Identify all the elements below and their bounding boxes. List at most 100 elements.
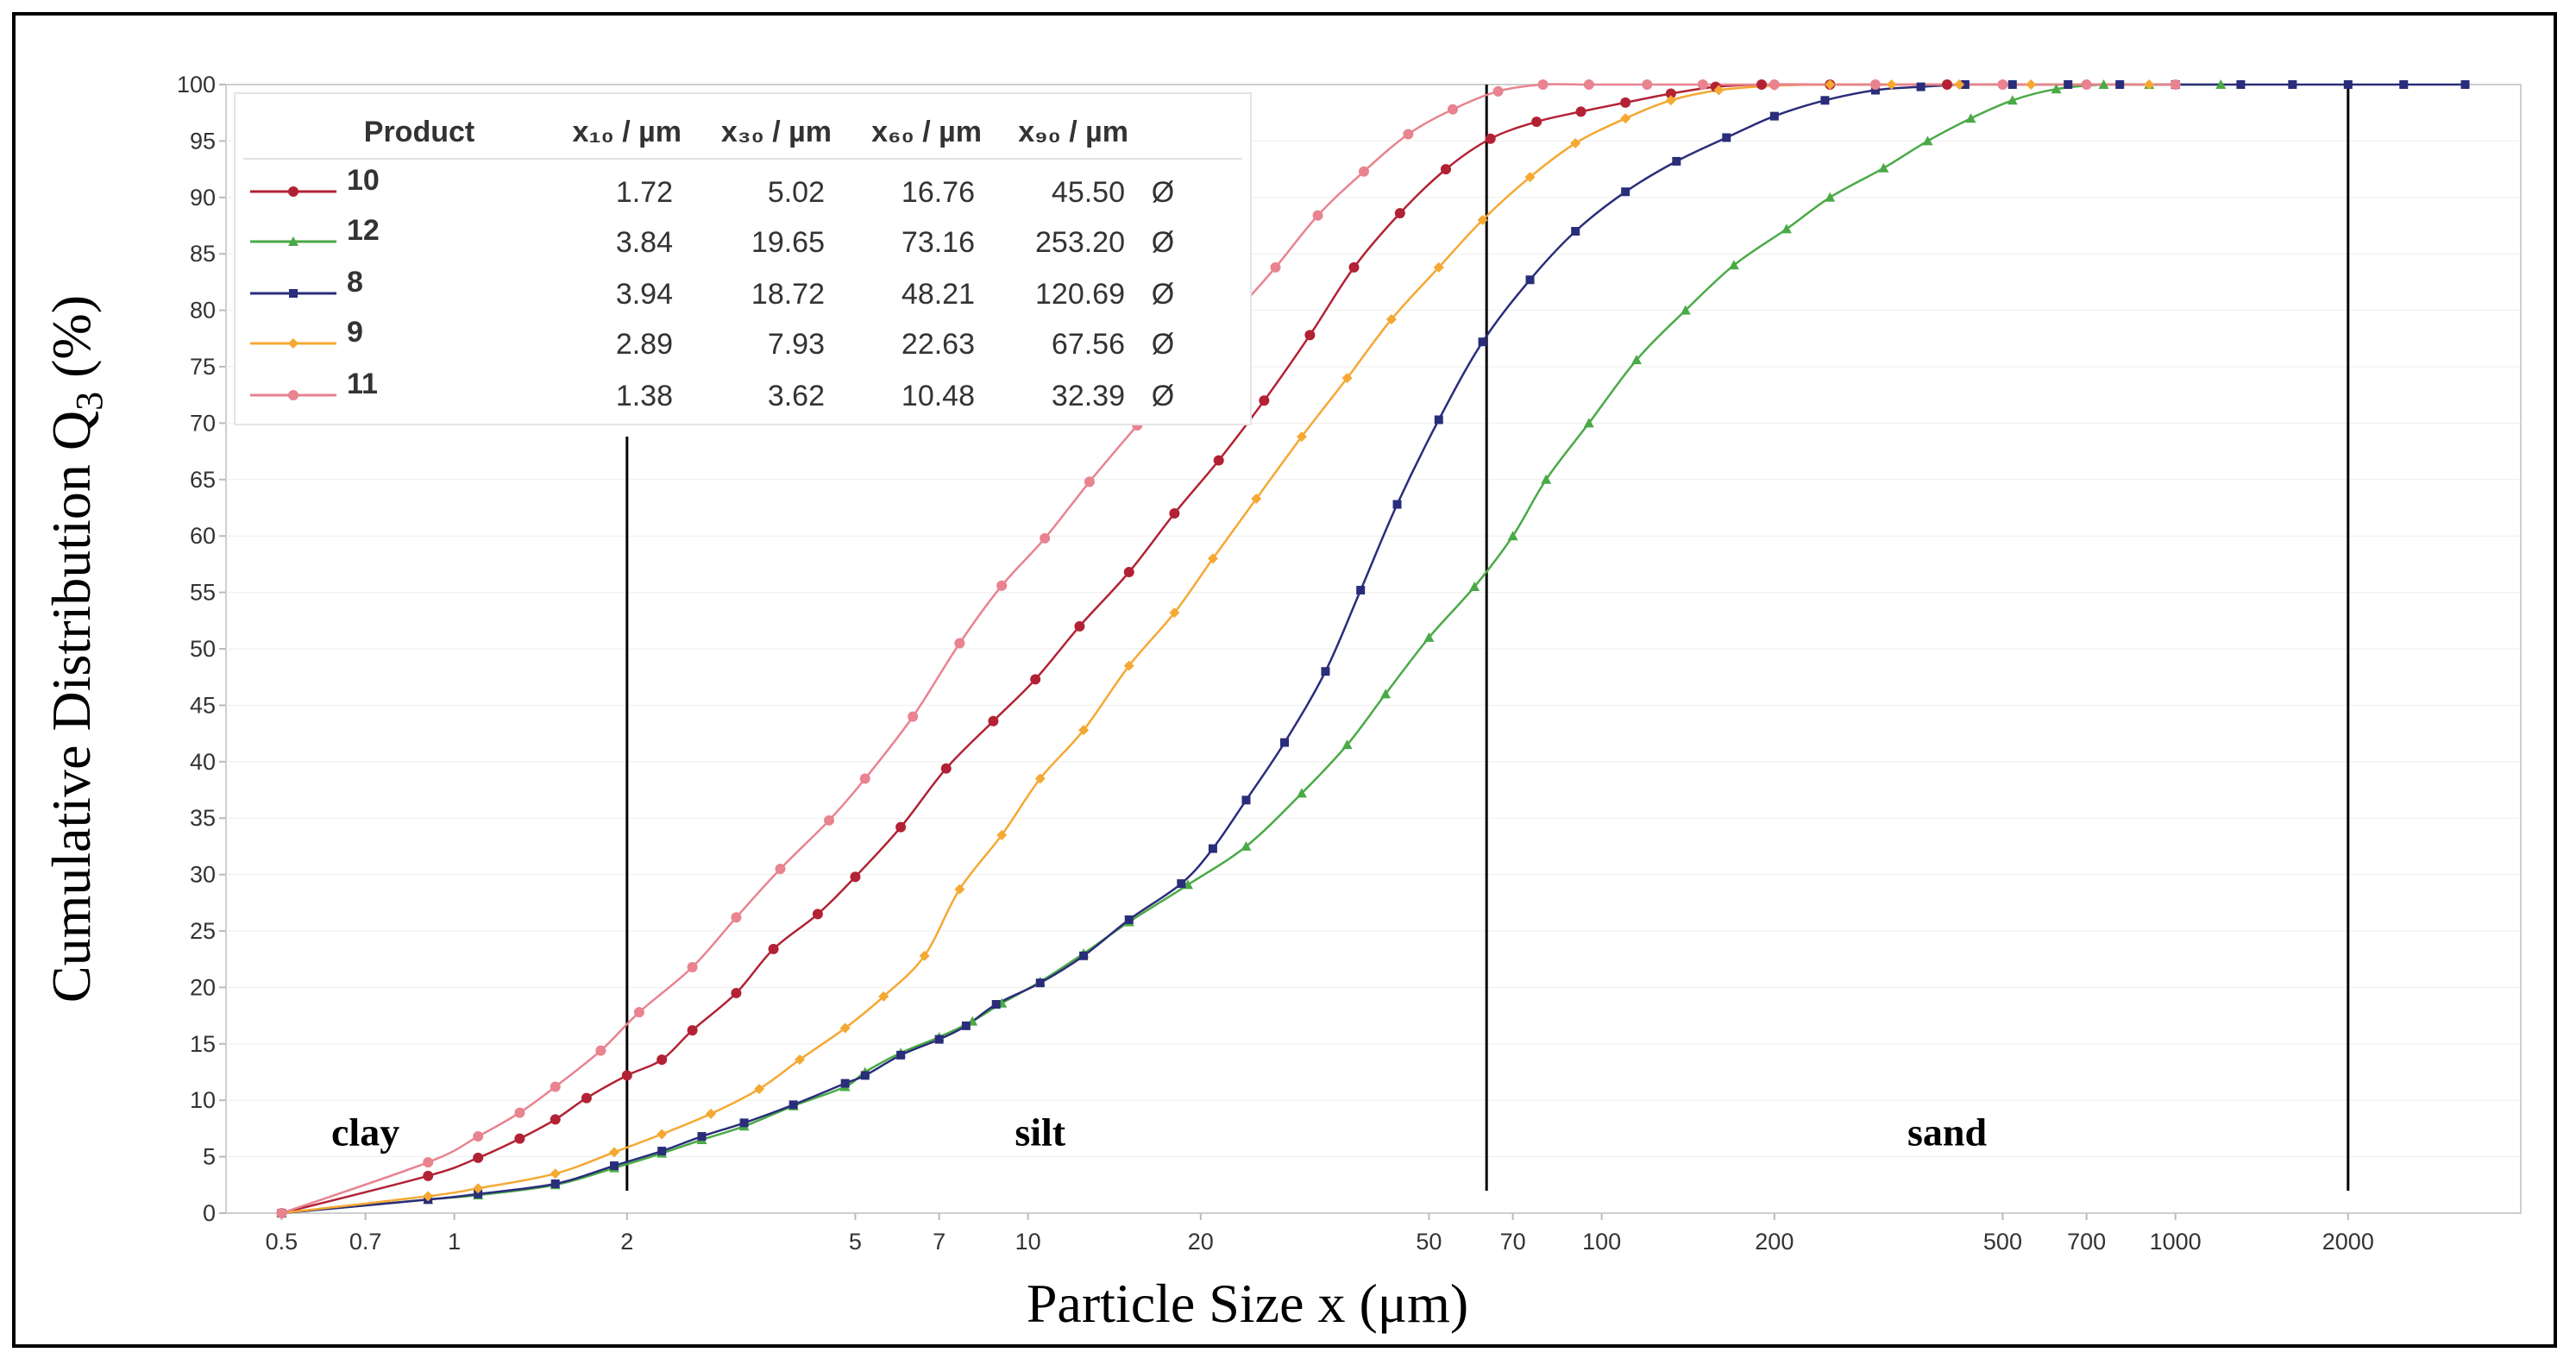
data-point-8 [1916,82,1926,91]
data-point-12 [1630,355,1642,365]
data-point-8 [896,1050,906,1060]
data-point-8 [789,1100,798,1110]
data-point-8 [934,1035,944,1044]
data-point-10 [812,909,823,920]
data-point-10 [621,1070,632,1081]
legend-toggle-icon[interactable]: Ø [1152,278,1174,311]
data-point-8 [2288,80,2297,89]
data-point-11 [687,961,698,972]
y-tick-labels: 0 5 10 15 20 25 30 35 40 45 50 55 60 65 70 75 80 85 90 95 10… [177,72,226,1226]
y-axis-title: Cumulative Distribution Q3 (%) [41,295,110,1003]
data-point-11 [595,1045,606,1056]
data-point-12 [1507,531,1518,541]
data-point-8 [1571,227,1580,236]
data-point-10 [1348,261,1360,273]
data-point-10 [1440,164,1451,175]
data-point-9 [1954,79,1965,90]
data-point-12 [1728,260,1739,270]
data-point-8 [1035,978,1045,988]
legend-value: 18.72 [751,278,825,311]
legend-row-9: 9 2.89 7.93 22.63 67.56 Ø [250,316,1174,361]
data-point-11 [1312,210,1323,221]
data-point-8 [474,1189,483,1198]
data-point-8 [961,1021,971,1030]
data-point-10 [1213,455,1224,466]
data-point-11 [824,815,835,826]
x-tick-label: 2 [620,1229,633,1255]
y-tick-label: 70 [190,410,216,436]
data-point-11 [2170,79,2181,90]
y-axis-title-subscript: 3 [68,392,110,411]
y-tick-label: 65 [190,467,216,493]
legend-value: 10.48 [902,380,975,412]
legend-row-11: 11 1.38 3.62 10.48 32.39 Ø [250,368,1174,412]
data-point-8 [1321,667,1330,676]
y-tick-label: 60 [190,523,216,549]
data-point-9 [473,1183,484,1194]
data-point-9 [705,1108,716,1119]
x-tick-label: 700 [2067,1229,2106,1255]
legend-swatch-marker [288,390,298,400]
legend-value: 3.94 [616,278,673,311]
data-point-8 [1241,796,1251,805]
data-point-11 [473,1131,484,1142]
data-point-9 [1123,660,1134,671]
data-point-12 [1341,739,1353,750]
data-point-8 [1870,85,1880,95]
legend-series-name: 8 [347,266,363,299]
data-point-9 [1251,494,1262,505]
data-point-11 [1492,85,1504,97]
data-point-9 [1169,607,1180,619]
data-point-11 [908,711,919,722]
data-point-9 [954,884,965,895]
data-point-12 [2051,84,2062,94]
data-point-10 [1169,508,1180,519]
data-point-10 [1756,79,1768,90]
data-point-10 [1575,106,1586,117]
data-point-10 [850,871,861,883]
data-point-10 [731,987,742,998]
legend-toggle-icon[interactable]: Ø [1152,328,1174,361]
legend-toggle-icon[interactable]: Ø [1152,380,1174,412]
y-tick-label: 15 [190,1031,216,1057]
data-point-10 [1942,79,1952,90]
data-point-8 [697,1132,707,1142]
data-point-8 [1124,915,1134,924]
legend-toggle-icon[interactable]: Ø [1152,226,1174,259]
legend-value: 16.76 [902,176,975,209]
y-tick-label: 45 [190,692,216,718]
legend-toggle-icon[interactable]: Ø [1152,176,1174,209]
x-tick-label: 70 [1500,1229,1526,1255]
data-point-11 [996,580,1008,591]
x-tick-label: 10 [1015,1229,1041,1255]
data-point-9 [1034,773,1046,784]
data-point-9 [795,1054,805,1066]
data-point-11 [1997,79,2008,90]
data-point-9 [657,1129,668,1140]
data-point-8 [1769,111,1779,121]
data-point-8 [2064,80,2073,89]
data-point-9 [1477,214,1488,225]
data-point-11 [1583,79,1594,90]
data-point-9 [1524,172,1536,183]
x-tick-label: 0.5 [266,1229,298,1255]
legend-series-name: 10 [347,164,380,197]
data-point-11 [1403,129,1414,140]
data-point-9 [2026,79,2037,90]
legend-value: 22.63 [902,328,975,361]
x-tick-label: 1 [448,1229,461,1255]
data-point-10 [1620,97,1631,108]
legend-value: 7.93 [768,328,825,361]
legend-header-2: x₃₀ / µm [721,116,832,148]
y-tick-label: 75 [190,354,216,380]
data-point-9 [996,829,1008,840]
data-point-12 [2215,79,2227,89]
legend-row-12: 12 3.84 19.65 73.16 253.20 Ø [250,214,1174,259]
data-point-8 [1672,156,1681,166]
data-point-12 [1781,223,1792,234]
legend-swatch-marker [288,186,298,197]
series-line-10 [281,83,1947,1215]
data-point-11 [731,912,742,923]
data-point-8 [1434,415,1443,425]
data-point-8 [840,1079,850,1088]
